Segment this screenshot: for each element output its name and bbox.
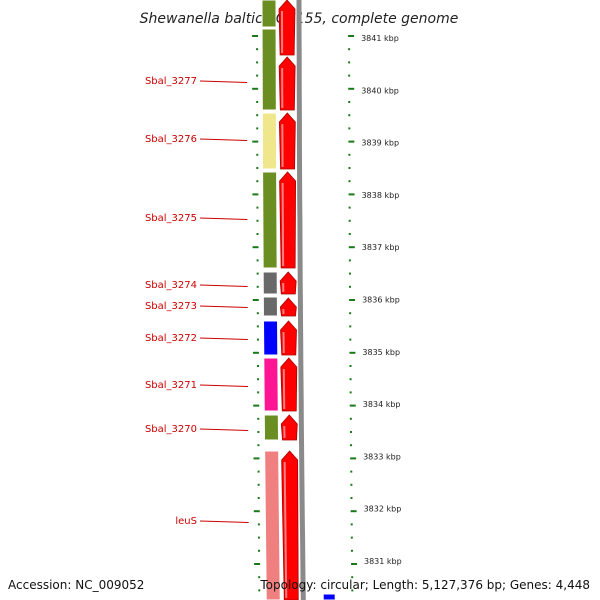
kbp-scale-label: 3841 kbp — [361, 34, 399, 43]
gene-label: Sbal_3276 — [145, 134, 197, 145]
kbp-scale-label: 3837 kbp — [362, 243, 400, 252]
accession-text: Accession: NC_009052 — [8, 578, 145, 592]
outer-dotted-ticks — [348, 35, 358, 592]
gene-label: Sbal_3273 — [145, 301, 197, 312]
gene-label: Sbal_3272 — [145, 333, 197, 344]
gene-label-leader — [199, 138, 248, 141]
gene-block — [322, 593, 336, 600]
kbp-scale-label: 3840 kbp — [361, 86, 399, 95]
gene-label-leader — [199, 217, 248, 220]
gene-label-leader — [199, 384, 249, 387]
gene-block — [262, 271, 278, 295]
gene-label: Sbal_3270 — [145, 424, 197, 435]
genome-backbone — [296, 0, 306, 600]
gene-label-leader — [199, 520, 249, 523]
genome-summary-text: Topology: circular; Length: 5,127,376 bp… — [260, 578, 590, 592]
gene-label-leader — [199, 80, 248, 83]
kbp-scale-label: 3836 kbp — [362, 296, 400, 305]
gene-label: Sbal_3275 — [145, 213, 197, 224]
kbp-scale-label: 3839 kbp — [361, 139, 399, 148]
gene-label: Sbal_3277 — [145, 76, 197, 87]
gene-block — [261, 0, 277, 28]
kbp-scale-label: 3833 kbp — [363, 452, 401, 461]
gene-feature-track — [261, 0, 336, 600]
genome-backbone-line — [296, 0, 306, 600]
gene-block — [262, 171, 278, 269]
kbp-scale-label: 3831 kbp — [364, 557, 402, 566]
inner-dotted-ticks — [252, 35, 261, 592]
gene-block — [263, 320, 279, 356]
kbp-scale-label: 3834 kbp — [363, 400, 401, 409]
gene-block — [263, 414, 280, 441]
gene-block — [264, 450, 281, 600]
gene-block — [261, 28, 277, 111]
cds-arrow-highlight — [283, 461, 288, 599]
gene-label: Sbal_3274 — [145, 280, 197, 291]
kbp-scale-label: 3832 kbp — [364, 505, 402, 514]
kbp-scale: 3841 kbp 3840 kbp 3839 kbp 3838 kbp 3837 kbp… — [361, 34, 402, 566]
cds-strand-track — [278, 0, 299, 600]
gene-label-leader — [199, 305, 248, 308]
gene-label-leader — [199, 337, 248, 340]
gene-labels: Sbal_3277 Sbal_3276 Sbal_3275 Sbal_3274 Sbal… — [145, 76, 249, 527]
gene-label-leader — [199, 284, 248, 287]
gene-label-leader — [199, 428, 249, 431]
kbp-scale-label: 3835 kbp — [362, 348, 400, 357]
gene-label: Sbal_3271 — [145, 380, 197, 391]
gene-label: leuS — [175, 516, 197, 527]
gene-block — [261, 112, 278, 170]
cds-arrow-highlight — [281, 182, 285, 267]
gene-block — [263, 357, 279, 412]
kbp-scale-label: 3838 kbp — [362, 191, 400, 200]
gene-block — [262, 296, 278, 317]
